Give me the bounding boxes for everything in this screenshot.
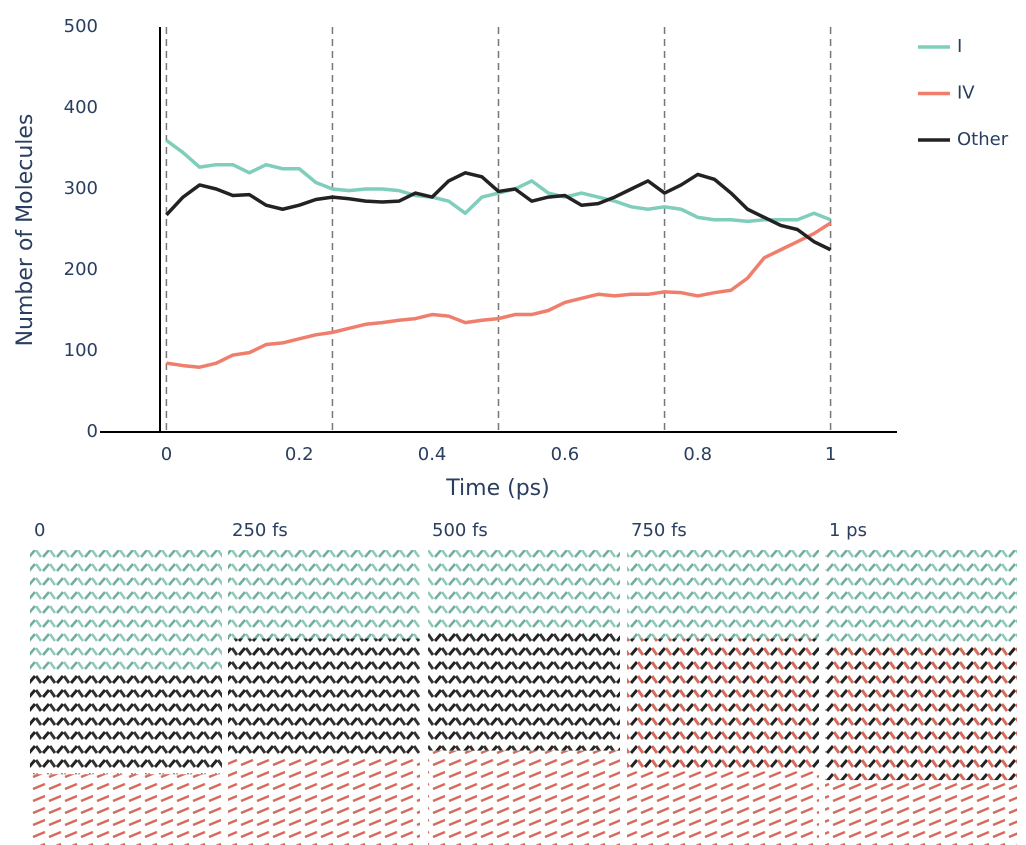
series-line bbox=[165, 171, 832, 252]
snapshot-label: 1 ps bbox=[829, 520, 867, 541]
molecule-layer bbox=[228, 550, 420, 639]
snapshots: 0 250 fs 500 fs 750 fs 1 ps bbox=[30, 520, 1017, 845]
y-tick-label: 500 bbox=[64, 16, 98, 37]
y-axis-title: Number of Molecules bbox=[13, 114, 38, 347]
molecule-layer bbox=[228, 756, 420, 845]
x-tick-label: 0.2 bbox=[285, 444, 314, 465]
molecule-layer bbox=[228, 638, 420, 757]
molecule-layer bbox=[627, 771, 819, 845]
snapshot-label: 750 fs bbox=[631, 520, 687, 541]
x-tick-label: 0.6 bbox=[551, 444, 580, 465]
x-tick-label: 0.8 bbox=[683, 444, 712, 465]
molecule-layer bbox=[428, 750, 620, 845]
legend-label: Other bbox=[957, 129, 1009, 150]
molecule-layer bbox=[627, 638, 819, 772]
x-axis-title: Time (ps) bbox=[445, 476, 549, 501]
legend-label: IV bbox=[957, 83, 975, 104]
series-line bbox=[166, 221, 832, 369]
x-tick-label: 1 bbox=[825, 444, 836, 465]
y-tick-label: 200 bbox=[64, 259, 98, 280]
x-tick-label: 0.4 bbox=[418, 444, 447, 465]
molecule-layer bbox=[428, 550, 620, 633]
y-tick-label: 0 bbox=[87, 421, 98, 442]
y-tick-label: 100 bbox=[64, 340, 98, 361]
molecule-layer bbox=[825, 644, 1017, 781]
x-tick-label: 0 bbox=[161, 444, 172, 465]
snapshot-label: 0 bbox=[34, 520, 45, 541]
legend-label: I bbox=[957, 36, 962, 57]
molecule-layer bbox=[30, 550, 222, 674]
molecule-layer bbox=[825, 550, 1017, 645]
molecule-layer bbox=[30, 774, 222, 845]
molecule-layer bbox=[428, 632, 620, 751]
plot-area: 0 100 200 300 400 500 0 0.2 0.4 0.6 0.8 1 I IV Other bbox=[64, 16, 1009, 465]
molecule-layer bbox=[825, 780, 1017, 845]
y-tick-label: 400 bbox=[64, 97, 98, 118]
molecule-layer bbox=[30, 673, 222, 775]
molecule-layer bbox=[627, 550, 819, 639]
snapshot-label: 250 fs bbox=[232, 520, 288, 541]
y-tick-label: 300 bbox=[64, 178, 98, 199]
snapshot-label: 500 fs bbox=[432, 520, 488, 541]
